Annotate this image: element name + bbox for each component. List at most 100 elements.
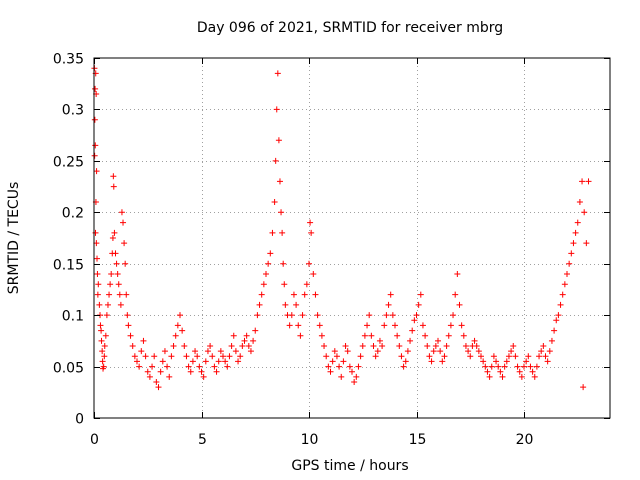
data-point: [364, 322, 371, 329]
data-point: [359, 343, 366, 349]
data-point: [237, 353, 244, 360]
y-tick-labels: 0 0.05 0.1 0.15 0.2 0.25 0.3 0.35: [53, 52, 84, 428]
data-point: [419, 322, 426, 329]
data-point: [166, 373, 173, 380]
data-point: [521, 363, 527, 370]
data-point: [475, 348, 482, 355]
data-point: [104, 301, 111, 308]
data-point: [392, 322, 398, 329]
data-point: [124, 312, 131, 319]
data-point: [96, 301, 103, 308]
data-point: [272, 157, 279, 164]
x-tick-label: 5: [198, 432, 207, 448]
data-point: [316, 322, 323, 329]
data-point: [94, 255, 101, 262]
data-point: [557, 301, 564, 308]
data-point: [247, 348, 254, 355]
data-point: [435, 337, 441, 344]
data-point: [117, 301, 124, 308]
data-point: [159, 358, 166, 365]
data-point: [217, 348, 224, 355]
data-point: [273, 106, 280, 113]
data-point: [452, 291, 459, 298]
x-tick-label: 20: [516, 432, 534, 448]
data-point: [129, 343, 136, 349]
data-point: [370, 343, 377, 349]
data-point: [92, 229, 99, 236]
data-point: [192, 348, 199, 355]
data-point: [430, 348, 437, 355]
data-point: [318, 332, 325, 339]
data-point: [230, 332, 237, 339]
data-point: [338, 373, 345, 380]
data-point: [407, 337, 414, 344]
data-point: [323, 353, 330, 360]
data-point: [92, 85, 99, 92]
data-point: [546, 348, 553, 355]
data-point: [413, 312, 420, 319]
data-point: [228, 343, 235, 349]
data-point: [495, 363, 502, 370]
data-point: [92, 142, 99, 149]
data-point: [415, 301, 422, 308]
data-point: [189, 358, 196, 365]
data-point: [447, 322, 454, 329]
data-point: [551, 327, 558, 334]
data-point: [146, 373, 153, 380]
data-point: [572, 229, 579, 236]
data-point: [101, 353, 108, 360]
data-point: [170, 343, 177, 349]
data-point: [404, 348, 411, 355]
data-point: [387, 291, 394, 298]
data-points: [91, 65, 592, 391]
x-axis-label: GPS time / hours: [291, 458, 408, 474]
data-point: [299, 312, 306, 319]
data-point: [422, 332, 429, 339]
data-point: [480, 358, 487, 365]
data-point: [473, 343, 480, 349]
data-point: [220, 353, 226, 360]
data-point: [157, 368, 164, 375]
data-point: [127, 332, 134, 339]
data-point: [488, 363, 495, 370]
x-tick-label: 10: [301, 432, 319, 448]
data-point: [303, 281, 310, 288]
data-point: [109, 235, 116, 241]
y-tick-label: 0.2: [62, 206, 84, 222]
data-point: [94, 271, 101, 277]
data-point: [465, 348, 472, 355]
data-point: [274, 70, 281, 77]
data-point: [232, 348, 239, 355]
data-point: [561, 281, 568, 288]
data-point: [144, 368, 151, 375]
data-point: [200, 373, 207, 380]
data-point: [115, 281, 122, 288]
data-point: [518, 373, 525, 380]
data-point: [295, 322, 302, 329]
data-point: [490, 353, 497, 360]
data-point: [107, 281, 114, 288]
data-point: [290, 291, 297, 298]
data-point: [581, 209, 588, 216]
data-point: [174, 322, 181, 329]
data-point: [462, 343, 469, 349]
data-point: [306, 260, 312, 267]
data-point: [523, 358, 530, 365]
data-point: [281, 281, 288, 288]
data-point: [482, 363, 489, 370]
data-point: [286, 322, 293, 329]
data-point: [402, 358, 409, 365]
data-point: [99, 358, 106, 365]
data-point: [95, 281, 102, 288]
data-point: [98, 337, 105, 344]
data-point: [278, 209, 285, 216]
data-point: [297, 332, 304, 339]
data-point: [136, 363, 143, 370]
data-point: [512, 353, 519, 360]
data-point: [226, 353, 233, 360]
data-point: [536, 353, 543, 360]
data-point: [454, 271, 461, 277]
data-point: [583, 240, 590, 247]
data-point: [112, 250, 119, 257]
